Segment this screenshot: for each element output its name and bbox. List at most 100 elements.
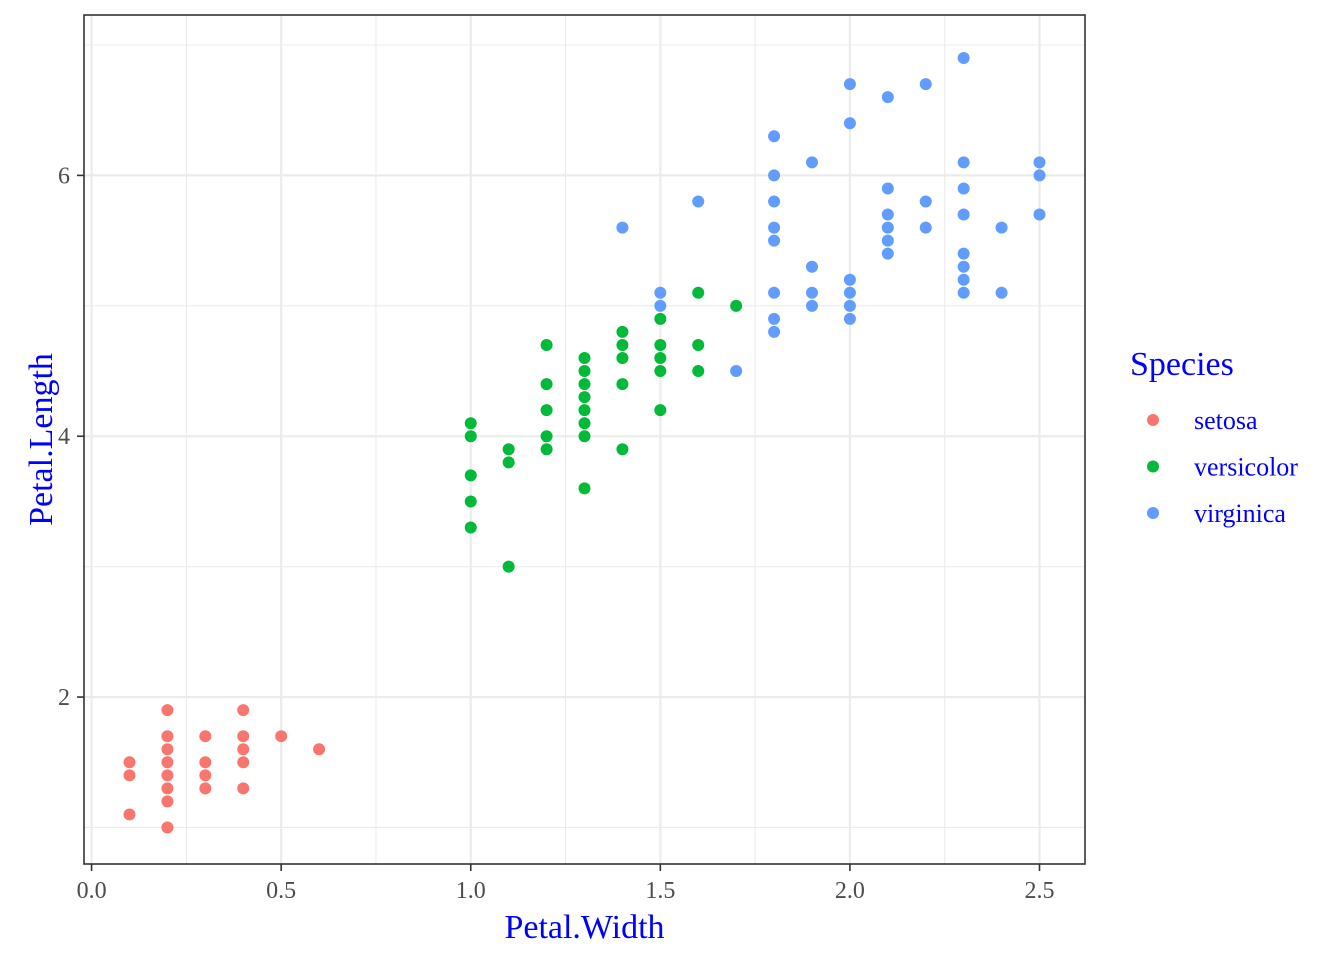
series-virginica	[616, 52, 1046, 378]
data-point	[578, 351, 591, 364]
data-point	[237, 730, 250, 743]
data-point	[692, 365, 705, 378]
data-point	[540, 338, 553, 351]
data-point	[768, 169, 781, 182]
data-point	[161, 743, 174, 756]
data-point	[161, 769, 174, 782]
data-point	[768, 325, 781, 338]
data-point	[957, 260, 970, 273]
data-point	[578, 417, 591, 430]
x-tick-label: 2.0	[835, 878, 865, 904]
data-point	[654, 365, 667, 378]
data-point	[919, 78, 932, 91]
data-point	[616, 325, 629, 338]
data-point	[123, 769, 136, 782]
data-point	[957, 208, 970, 221]
legend-label: virginica	[1194, 499, 1286, 528]
data-point	[957, 273, 970, 286]
data-point	[237, 782, 250, 795]
data-point	[502, 560, 515, 573]
data-point	[843, 299, 856, 312]
data-point	[768, 234, 781, 247]
data-point	[616, 443, 629, 456]
x-tick-label: 1.0	[456, 878, 486, 904]
data-point	[654, 286, 667, 299]
series-setosa	[123, 704, 326, 834]
data-point	[881, 208, 894, 221]
data-point	[806, 156, 818, 169]
data-point	[578, 430, 591, 443]
data-point	[464, 495, 477, 508]
data-point	[881, 221, 894, 234]
data-point	[957, 182, 970, 195]
data-point	[502, 456, 515, 469]
data-point	[616, 338, 629, 351]
data-point	[313, 743, 326, 756]
y-tick-label: 2	[58, 685, 70, 711]
data-point	[730, 365, 743, 378]
data-point	[616, 378, 629, 391]
x-axis: 0.0 0.5 1.0 1.5 2.0 2.5	[77, 864, 1055, 904]
data-point	[654, 299, 667, 312]
legend-key	[1147, 460, 1159, 473]
data-point	[578, 391, 591, 404]
legend-label: versicolor	[1194, 453, 1298, 482]
data-point	[540, 378, 553, 391]
x-tick-label: 0.0	[77, 878, 107, 904]
data-point	[957, 247, 970, 260]
data-point	[237, 743, 250, 756]
data-point	[237, 704, 250, 717]
data-point	[161, 782, 174, 795]
data-point	[1033, 208, 1046, 221]
data-point	[806, 286, 818, 299]
data-point	[199, 756, 212, 769]
legend-title: Species	[1130, 346, 1234, 383]
legend-key	[1147, 414, 1159, 426]
legend-label: setosa	[1194, 406, 1258, 435]
x-tick-label: 1.5	[645, 878, 675, 904]
data-point	[654, 404, 667, 417]
data-point	[1033, 156, 1046, 169]
data-point	[768, 286, 781, 299]
y-tick-label: 6	[58, 163, 70, 189]
data-point	[995, 221, 1008, 234]
data-point	[161, 795, 174, 808]
data-point	[540, 443, 553, 456]
data-point	[578, 378, 591, 391]
data-point	[578, 482, 591, 495]
data-point	[464, 417, 477, 430]
data-point	[578, 404, 591, 417]
data-point	[692, 338, 705, 351]
data-point	[768, 312, 781, 325]
x-tick-label: 2.5	[1025, 878, 1055, 904]
data-point	[123, 756, 136, 769]
data-points	[123, 52, 1046, 834]
y-tick-label: 4	[58, 424, 70, 450]
legend: Species setosa versicolor virginica	[1130, 346, 1298, 528]
data-point	[919, 195, 932, 208]
data-point	[199, 769, 212, 782]
legend-key	[1147, 507, 1159, 519]
data-point	[161, 730, 174, 743]
data-point	[199, 730, 212, 743]
data-point	[957, 52, 970, 65]
data-point	[881, 247, 894, 260]
data-point	[540, 404, 553, 417]
data-point	[881, 91, 894, 104]
data-point	[1033, 169, 1046, 182]
data-point	[768, 195, 781, 208]
data-point	[540, 430, 553, 443]
y-axis: 2 4 6	[58, 163, 84, 711]
data-point	[616, 351, 629, 364]
data-point	[161, 821, 174, 834]
data-point	[881, 234, 894, 247]
data-point	[768, 221, 781, 234]
data-point	[464, 469, 477, 482]
data-point	[616, 221, 629, 234]
data-point	[654, 351, 667, 364]
data-point	[843, 273, 856, 286]
data-point	[692, 286, 705, 299]
data-point	[161, 704, 174, 717]
data-point	[919, 221, 932, 234]
